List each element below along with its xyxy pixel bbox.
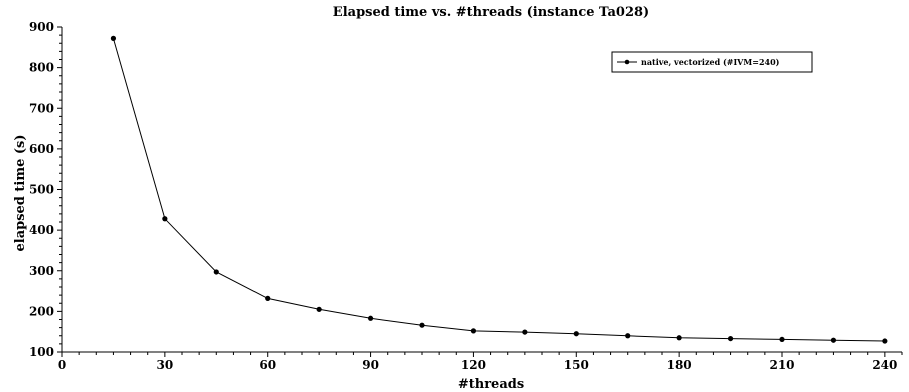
legend-box (611, 51, 813, 73)
x-axis-ticks: 0 30 60 90 120 150 180 210 240 (58, 352, 903, 372)
data-point (882, 338, 888, 344)
x-tick-label: 90 (362, 358, 379, 372)
legend-label: native, vectorized (#IVM=240) (641, 57, 780, 67)
data-point (727, 335, 734, 342)
legend: native, vectorized (#IVM=240) (611, 51, 813, 73)
data-point (830, 337, 837, 343)
series-group (110, 35, 888, 344)
y-tick-label: 300 (29, 264, 54, 278)
series-line (112, 38, 885, 342)
chart-title: Elapsed time vs. #threads (instance Ta02… (333, 5, 649, 20)
y-tick-label: 800 (29, 61, 54, 75)
data-point (676, 335, 682, 341)
x-axis-label: #threads (458, 377, 524, 392)
y-tick-label: 700 (29, 101, 54, 115)
x-tick-label: 30 (157, 358, 174, 372)
data-point (470, 328, 477, 334)
y-tick-label: 100 (29, 345, 54, 359)
x-tick-label: 120 (461, 358, 486, 372)
data-point (573, 331, 579, 337)
data-point (110, 35, 117, 41)
y-tick-label: 500 (29, 183, 54, 197)
y-tick-label: 400 (29, 223, 54, 237)
data-point (625, 333, 631, 339)
data-point (213, 269, 219, 275)
y-axis-ticks: 100 200 300 400 500 600 700 800 900 (29, 20, 62, 359)
data-point (419, 322, 425, 328)
legend-marker (624, 59, 630, 65)
y-tick-label: 200 (29, 304, 54, 318)
data-point (367, 315, 374, 321)
x-tick-label: 150 (564, 358, 589, 372)
data-point (265, 295, 271, 301)
y-tick-label: 600 (29, 142, 54, 156)
x-tick-label: 240 (872, 358, 897, 372)
data-point (522, 329, 528, 335)
y-tick-label: 900 (29, 20, 54, 34)
x-tick-label: 60 (259, 358, 276, 372)
data-point (162, 216, 168, 222)
axes (61, 27, 902, 353)
data-point (779, 336, 785, 343)
x-tick-label: 180 (667, 358, 692, 372)
x-tick-label: 0 (58, 358, 66, 372)
x-tick-label: 210 (769, 358, 794, 372)
y-axis-label: elapsed time (s) (13, 134, 28, 251)
data-point (316, 306, 322, 312)
